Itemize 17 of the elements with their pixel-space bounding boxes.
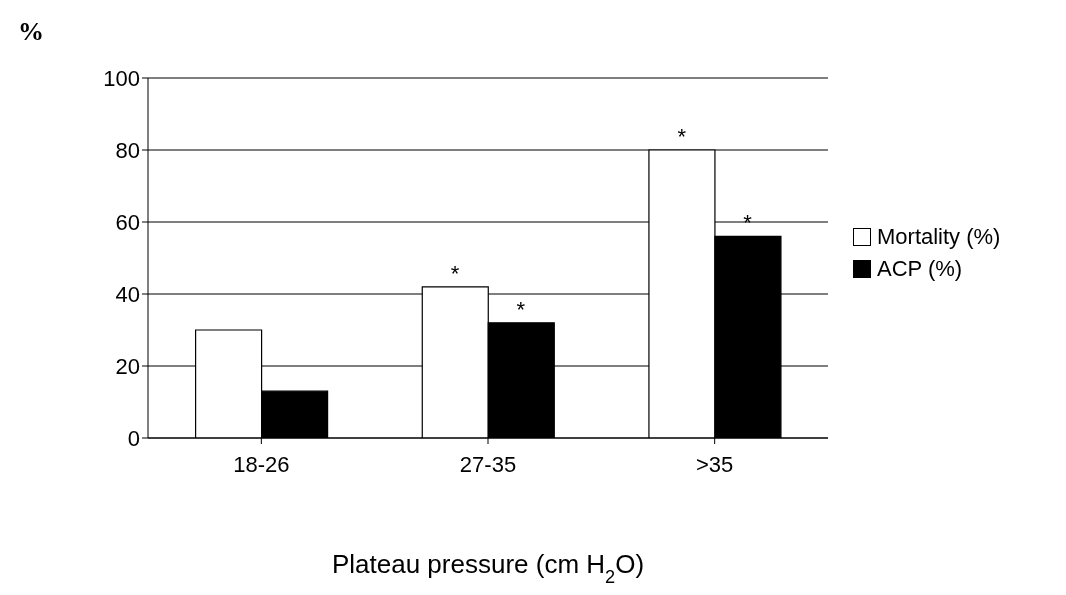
y-tick-label: 0 bbox=[127, 425, 140, 451]
legend-label: ACP (%) bbox=[877, 256, 963, 282]
annotation: * bbox=[743, 210, 753, 236]
y-tick-label: 80 bbox=[115, 137, 140, 163]
y-tick-label: 60 bbox=[115, 209, 140, 235]
x-tick-label: 27-35 bbox=[459, 451, 517, 477]
annotation: * bbox=[516, 296, 526, 322]
y-tick-label: 40 bbox=[115, 281, 140, 307]
legend-label: Mortality (%) bbox=[877, 224, 1001, 250]
x-axis-title: Plateau pressure (cm H$_{2}$O) bbox=[331, 549, 645, 587]
y-tick-label: 100 bbox=[103, 65, 140, 91]
annotation: * bbox=[677, 124, 687, 149]
x-tick-label: 18-26 bbox=[233, 451, 290, 477]
x-tick-label: >35 bbox=[696, 451, 734, 477]
y-tick-label: 20 bbox=[115, 353, 140, 379]
y-axis-title: % bbox=[18, 17, 44, 46]
annotation: * bbox=[450, 260, 460, 286]
